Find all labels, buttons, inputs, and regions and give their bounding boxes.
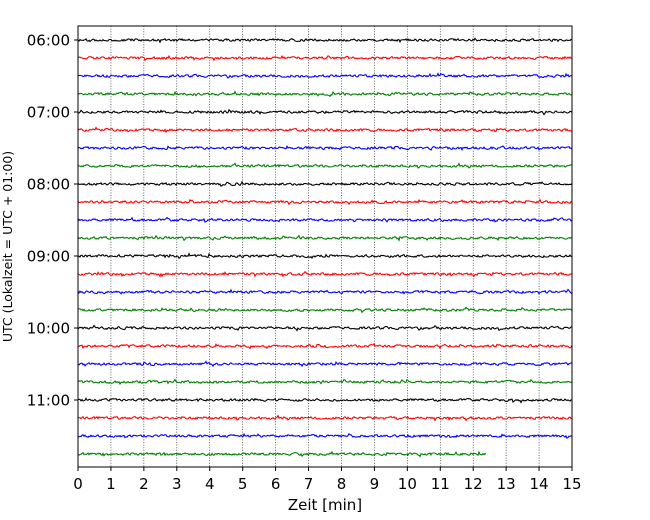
x-tick-label-7: 7	[304, 475, 314, 493]
x-tick-label-3: 3	[172, 475, 182, 493]
trace-0715	[77, 126, 572, 134]
trace-0915	[77, 270, 573, 278]
trace-0815	[77, 198, 573, 206]
x-tick-label-13: 13	[497, 475, 516, 493]
y-tick-label-10:00: 10:00	[27, 320, 70, 338]
x-tick-label-0: 0	[73, 475, 83, 493]
x-tick-label-8: 8	[337, 475, 347, 493]
plot-frame	[77, 25, 573, 468]
trace-1030	[77, 360, 573, 368]
trace-1115	[77, 414, 573, 422]
x-tick-label-6: 6	[271, 475, 281, 493]
trace-0845	[77, 234, 573, 242]
x-tick-label-1: 1	[106, 475, 116, 493]
x-tick-label-10: 10	[398, 475, 417, 493]
grid-lines	[110, 26, 540, 467]
trace-1130	[77, 432, 573, 439]
x-axis-label: Zeit [min]	[288, 496, 362, 514]
y-tick-label-09:00: 09:00	[27, 248, 70, 266]
trace-0930	[77, 288, 573, 295]
x-axis-ticks: 0 1 2 3 4 5 6 7 8 9 10 11 12 13 14 15	[73, 467, 582, 493]
trace-0800	[77, 180, 573, 187]
x-tick-label-5: 5	[238, 475, 248, 493]
trace-0945	[77, 306, 573, 314]
y-tick-label-06:00: 06:00	[27, 32, 70, 50]
x-tick-label-14: 14	[530, 475, 549, 493]
x-tick-label-15: 15	[562, 475, 581, 493]
trace-1000	[77, 324, 573, 332]
trace-0700	[77, 108, 573, 116]
trace-0745	[77, 162, 573, 169]
x-tick-label-4: 4	[205, 475, 215, 493]
y-tick-label-11:00: 11:00	[27, 392, 70, 410]
trace-0645	[77, 90, 573, 98]
trace-1100	[77, 397, 573, 404]
trace-1015	[77, 342, 573, 350]
x-tick-label-2: 2	[139, 475, 149, 493]
x-tick-label-12: 12	[464, 475, 483, 493]
plot-area	[78, 26, 572, 467]
y-tick-label-07:00: 07:00	[27, 104, 70, 122]
trace-1045	[77, 378, 573, 386]
trace-0600	[77, 37, 573, 44]
y-axis-ticks: 06:00 07:00 08:00 09:00 10:00 11:00	[27, 32, 78, 410]
x-tick-label-9: 9	[370, 475, 380, 493]
trace-0730	[77, 144, 573, 152]
trace-0630	[77, 72, 573, 79]
trace-0615	[77, 54, 573, 62]
y-axis-label: UTC (Lokalzeit = UTC + 01:00)	[0, 151, 15, 342]
x-tick-label-11: 11	[431, 475, 450, 493]
trace-0830	[77, 216, 573, 223]
trace-1145	[77, 450, 487, 458]
trace-0900	[77, 252, 573, 259]
y-tick-label-08:00: 08:00	[27, 176, 70, 194]
seismic-traces	[77, 37, 573, 458]
